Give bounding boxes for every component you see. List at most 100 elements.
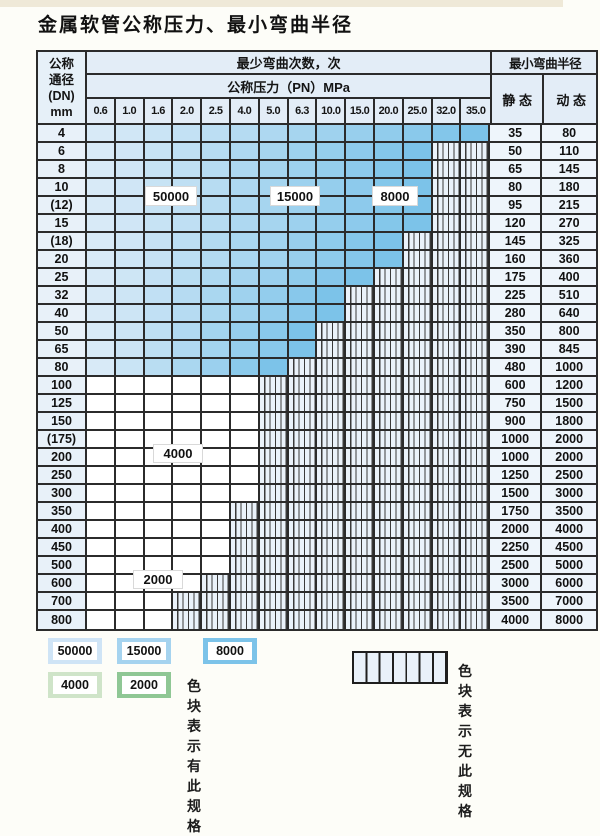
- spec-cell-available: [173, 215, 203, 231]
- spec-cell-available: [87, 323, 116, 339]
- spec-cell-unavailable: [317, 521, 347, 537]
- spec-cell-unavailable: [374, 557, 404, 573]
- table-row: 125 750 1500: [38, 395, 597, 413]
- spec-cell-unavailable: [259, 431, 289, 447]
- spec-cell-unavailable: [173, 611, 203, 629]
- dynamic-radius-cell: 80: [542, 125, 597, 141]
- dn-cell: 80: [38, 359, 87, 375]
- dynamic-radius-cell: 400: [542, 269, 597, 285]
- spec-cell-available: [173, 521, 203, 537]
- spec-cell-available: [288, 287, 318, 303]
- pressure-col-header: 0.6: [87, 99, 116, 123]
- spec-cell-unavailable: [403, 341, 433, 357]
- spec-cell-available: [87, 215, 116, 231]
- pressure-value-headers: 0.6 1.0 1.6 2.0 2.5 4.0 5.0 6.3 10.0 15.0 20.0 25.0…: [87, 99, 490, 123]
- spec-cell-unavailable: [461, 143, 491, 159]
- spec-cell-unavailable: [461, 449, 491, 465]
- pressure-col-header: 1.6: [145, 99, 174, 123]
- spec-cell-available: [115, 143, 145, 159]
- dynamic-radius-cell: 6000: [542, 575, 597, 591]
- dynamic-radius-cell: 360: [542, 251, 597, 267]
- spec-cell-available: [87, 161, 116, 177]
- static-radius-cell: 120: [490, 215, 543, 231]
- dn-cell: 500: [38, 557, 87, 573]
- spec-cell-available: [87, 395, 116, 411]
- static-radius-cell: 750: [490, 395, 543, 411]
- table-row: 8 65 145: [38, 161, 597, 179]
- bend-cycles-header: 最少弯曲次数，次: [87, 52, 491, 75]
- radius-subheaders: 静 态 动 态: [492, 75, 598, 123]
- spec-cell-unavailable: [288, 575, 318, 591]
- spec-cell-unavailable: [432, 305, 462, 321]
- spec-cell-available: [145, 413, 174, 429]
- dn-cell: 6: [38, 143, 87, 159]
- static-radius-cell: 225: [490, 287, 543, 303]
- static-radius-cell: 175: [490, 269, 543, 285]
- spec-cell-unavailable: [230, 557, 260, 573]
- legend-swatch: 8000: [203, 638, 257, 664]
- spec-cell-available: [346, 161, 375, 177]
- spec-cell-unavailable: [288, 503, 318, 519]
- dynamic-radius-cell: 640: [542, 305, 597, 321]
- spec-cell-available: [87, 575, 116, 591]
- dn-cell: 125: [38, 395, 87, 411]
- spec-cell-unavailable: [432, 251, 462, 267]
- spec-cell-unavailable: [288, 413, 318, 429]
- spec-cell-available: [173, 395, 203, 411]
- table-row: 40 280 640: [38, 305, 597, 323]
- table-row: 200 1000 2000: [38, 449, 597, 467]
- pressure-col-header: 20.0: [375, 99, 404, 123]
- spec-cell-available: [346, 251, 375, 267]
- spec-cell-available: [259, 269, 289, 285]
- spec-cell-unavailable: [374, 503, 404, 519]
- spec-cell-available: [144, 359, 174, 375]
- spec-cell-available: [87, 341, 116, 357]
- page-title: 金属软管公称压力、最小弯曲半径: [38, 14, 354, 36]
- dynamic-radius-cell: 7000: [542, 593, 597, 609]
- spec-cell-unavailable: [317, 323, 347, 339]
- spec-cell-available: [115, 179, 145, 195]
- table-row: 15 120 270: [38, 215, 597, 233]
- spec-cell-available: [346, 269, 375, 285]
- spec-cell-available: [288, 143, 318, 159]
- spec-cell-unavailable: [432, 233, 462, 249]
- table-row: 50 350 800: [38, 323, 597, 341]
- spec-cell-available: [202, 269, 231, 285]
- spec-cell-available: [87, 359, 116, 375]
- spec-cell-available: [202, 341, 231, 357]
- dynamic-header: 动 态: [556, 92, 586, 108]
- spec-cell-available: [202, 233, 231, 249]
- spec-cell-unavailable: [461, 377, 491, 393]
- spec-cell-available: [145, 611, 174, 629]
- spec-table: 公称 通径 (DN) mm 最少弯曲次数，次 公称压力（PN）MPa 0.6 1.…: [36, 50, 599, 631]
- static-radius-cell: 1000: [490, 449, 543, 465]
- spec-cell-unavailable: [317, 413, 347, 429]
- legend-swatch: 15000: [117, 638, 171, 664]
- dn-header-line4: mm: [50, 104, 73, 119]
- dn-cell: (18): [38, 233, 87, 249]
- spec-cell-available: [173, 233, 203, 249]
- spec-cell-available: [230, 269, 260, 285]
- spec-cell-unavailable: [374, 305, 404, 321]
- spec-cell-available: [231, 467, 260, 483]
- spec-cell-unavailable: [403, 449, 433, 465]
- spec-cell-available: [288, 233, 318, 249]
- spec-cell-available: [115, 161, 145, 177]
- spec-cell-unavailable: [432, 161, 462, 177]
- table-row: 80 480 1000: [38, 359, 597, 377]
- spec-cell-available: [115, 287, 145, 303]
- pressure-col-header: 1.0: [116, 99, 145, 123]
- spec-cell-available: [317, 161, 347, 177]
- spec-cell-available: [231, 413, 260, 429]
- spec-cell-available: [87, 287, 116, 303]
- spec-cell-unavailable: [317, 341, 347, 357]
- spec-cell-unavailable: [461, 287, 491, 303]
- spec-cell-unavailable: [288, 593, 318, 609]
- dn-cell: 100: [38, 377, 87, 393]
- spec-cell-available: [173, 251, 203, 267]
- spec-cell-available: [116, 449, 145, 465]
- spec-cell-available: [173, 287, 203, 303]
- legend-swatch: 2000: [117, 672, 171, 698]
- spec-cell-unavailable: [461, 179, 491, 195]
- spec-cell-available: [173, 575, 203, 591]
